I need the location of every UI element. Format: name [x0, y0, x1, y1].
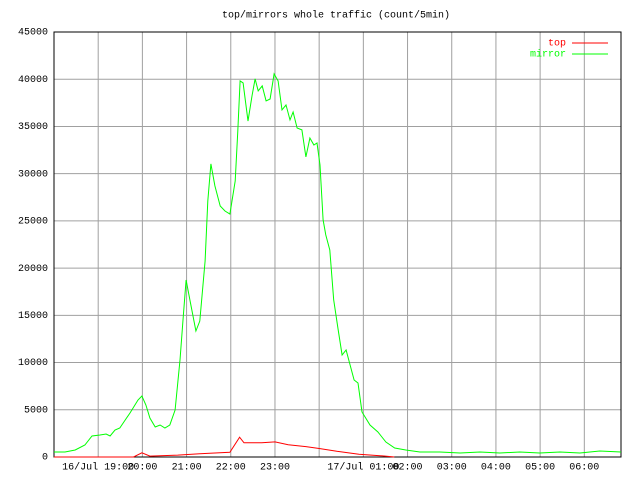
y-tick-label: 25000: [18, 217, 48, 228]
x-tick-label: 03:00: [437, 463, 467, 474]
x-tick-label: 06:00: [569, 463, 599, 474]
y-tick-label: 45000: [18, 28, 48, 39]
x-tick-label: 16/Jul 19:00: [62, 462, 134, 474]
x-tick-label: 21:00: [172, 463, 202, 474]
y-tick-label: 10000: [18, 358, 48, 369]
x-tick-label: 17/Jul 01:00: [327, 462, 399, 474]
x-tick-label: 05:00: [525, 463, 555, 474]
y-tick-label: 15000: [18, 311, 48, 322]
x-tick-label: 04:00: [481, 463, 511, 474]
series-line: [54, 72, 622, 454]
y-tick-label: 35000: [18, 122, 48, 133]
y-tick-label: 30000: [18, 169, 48, 180]
y-tick-label: 20000: [18, 264, 48, 275]
series-line: [54, 436, 395, 458]
x-tick-label: 22:00: [216, 463, 246, 474]
y-tick-label: 5000: [24, 405, 48, 416]
legend-label: top: [548, 39, 566, 50]
legend-label: mirror: [530, 49, 566, 61]
chart-title: top/mirrors whole traffic (count/5min): [222, 10, 450, 22]
x-tick-label: 02:00: [393, 463, 423, 474]
y-tick-label: 40000: [18, 75, 48, 86]
plot-frame: [53, 31, 622, 458]
y-tick-label: 0: [42, 453, 48, 464]
x-tick-label: 20:00: [127, 463, 157, 474]
x-tick-label: 23:00: [260, 463, 290, 474]
